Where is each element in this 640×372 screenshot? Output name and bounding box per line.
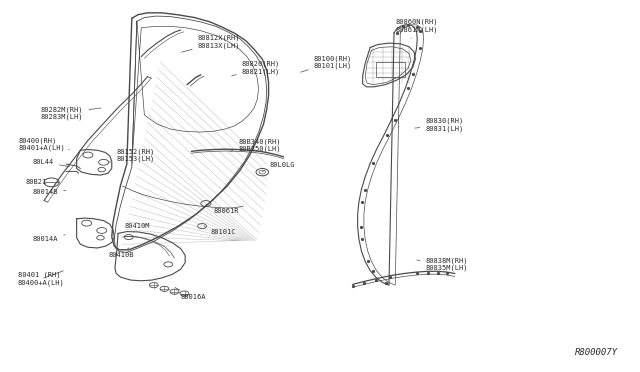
Text: 80838M(RH)
80835M(LH): 80838M(RH) 80835M(LH): [417, 257, 468, 272]
Text: 80282M(RH)
80283M(LH): 80282M(RH) 80283M(LH): [41, 106, 101, 120]
Text: 80410M: 80410M: [124, 222, 150, 229]
Text: 80L44: 80L44: [33, 159, 70, 167]
Text: 80B21: 80B21: [25, 179, 52, 185]
Text: 80820(RH)
80821(LH): 80820(RH) 80821(LH): [232, 61, 280, 76]
Text: 80061R: 80061R: [206, 204, 239, 214]
Text: 80401 (RH)
80400+A(LH): 80401 (RH) 80400+A(LH): [18, 271, 65, 286]
Text: 80100(RH)
80101(LH): 80100(RH) 80101(LH): [301, 55, 352, 72]
Text: 80860N(RH)
80861N(LH): 80860N(RH) 80861N(LH): [396, 19, 438, 38]
Text: 80014B: 80014B: [33, 189, 66, 195]
Text: 80152(RH)
80153(LH): 80152(RH) 80153(LH): [109, 148, 154, 162]
Text: 80016A: 80016A: [175, 288, 206, 300]
Text: R800007Y: R800007Y: [575, 348, 618, 357]
Text: 80014A: 80014A: [33, 235, 65, 242]
Text: 80830(RH)
80831(LH): 80830(RH) 80831(LH): [415, 118, 463, 132]
Text: 80101C: 80101C: [204, 226, 236, 235]
Text: 80812X(RH)
80813X(LH): 80812X(RH) 80813X(LH): [182, 35, 240, 52]
Text: 80L0LG: 80L0LG: [262, 162, 295, 171]
Text: 80410B: 80410B: [109, 248, 134, 258]
Text: 80400(RH)
80401+A(LH): 80400(RH) 80401+A(LH): [19, 137, 69, 151]
Text: 80B340(RH)
80B350(LH): 80B340(RH) 80B350(LH): [230, 138, 281, 152]
Polygon shape: [376, 62, 404, 77]
